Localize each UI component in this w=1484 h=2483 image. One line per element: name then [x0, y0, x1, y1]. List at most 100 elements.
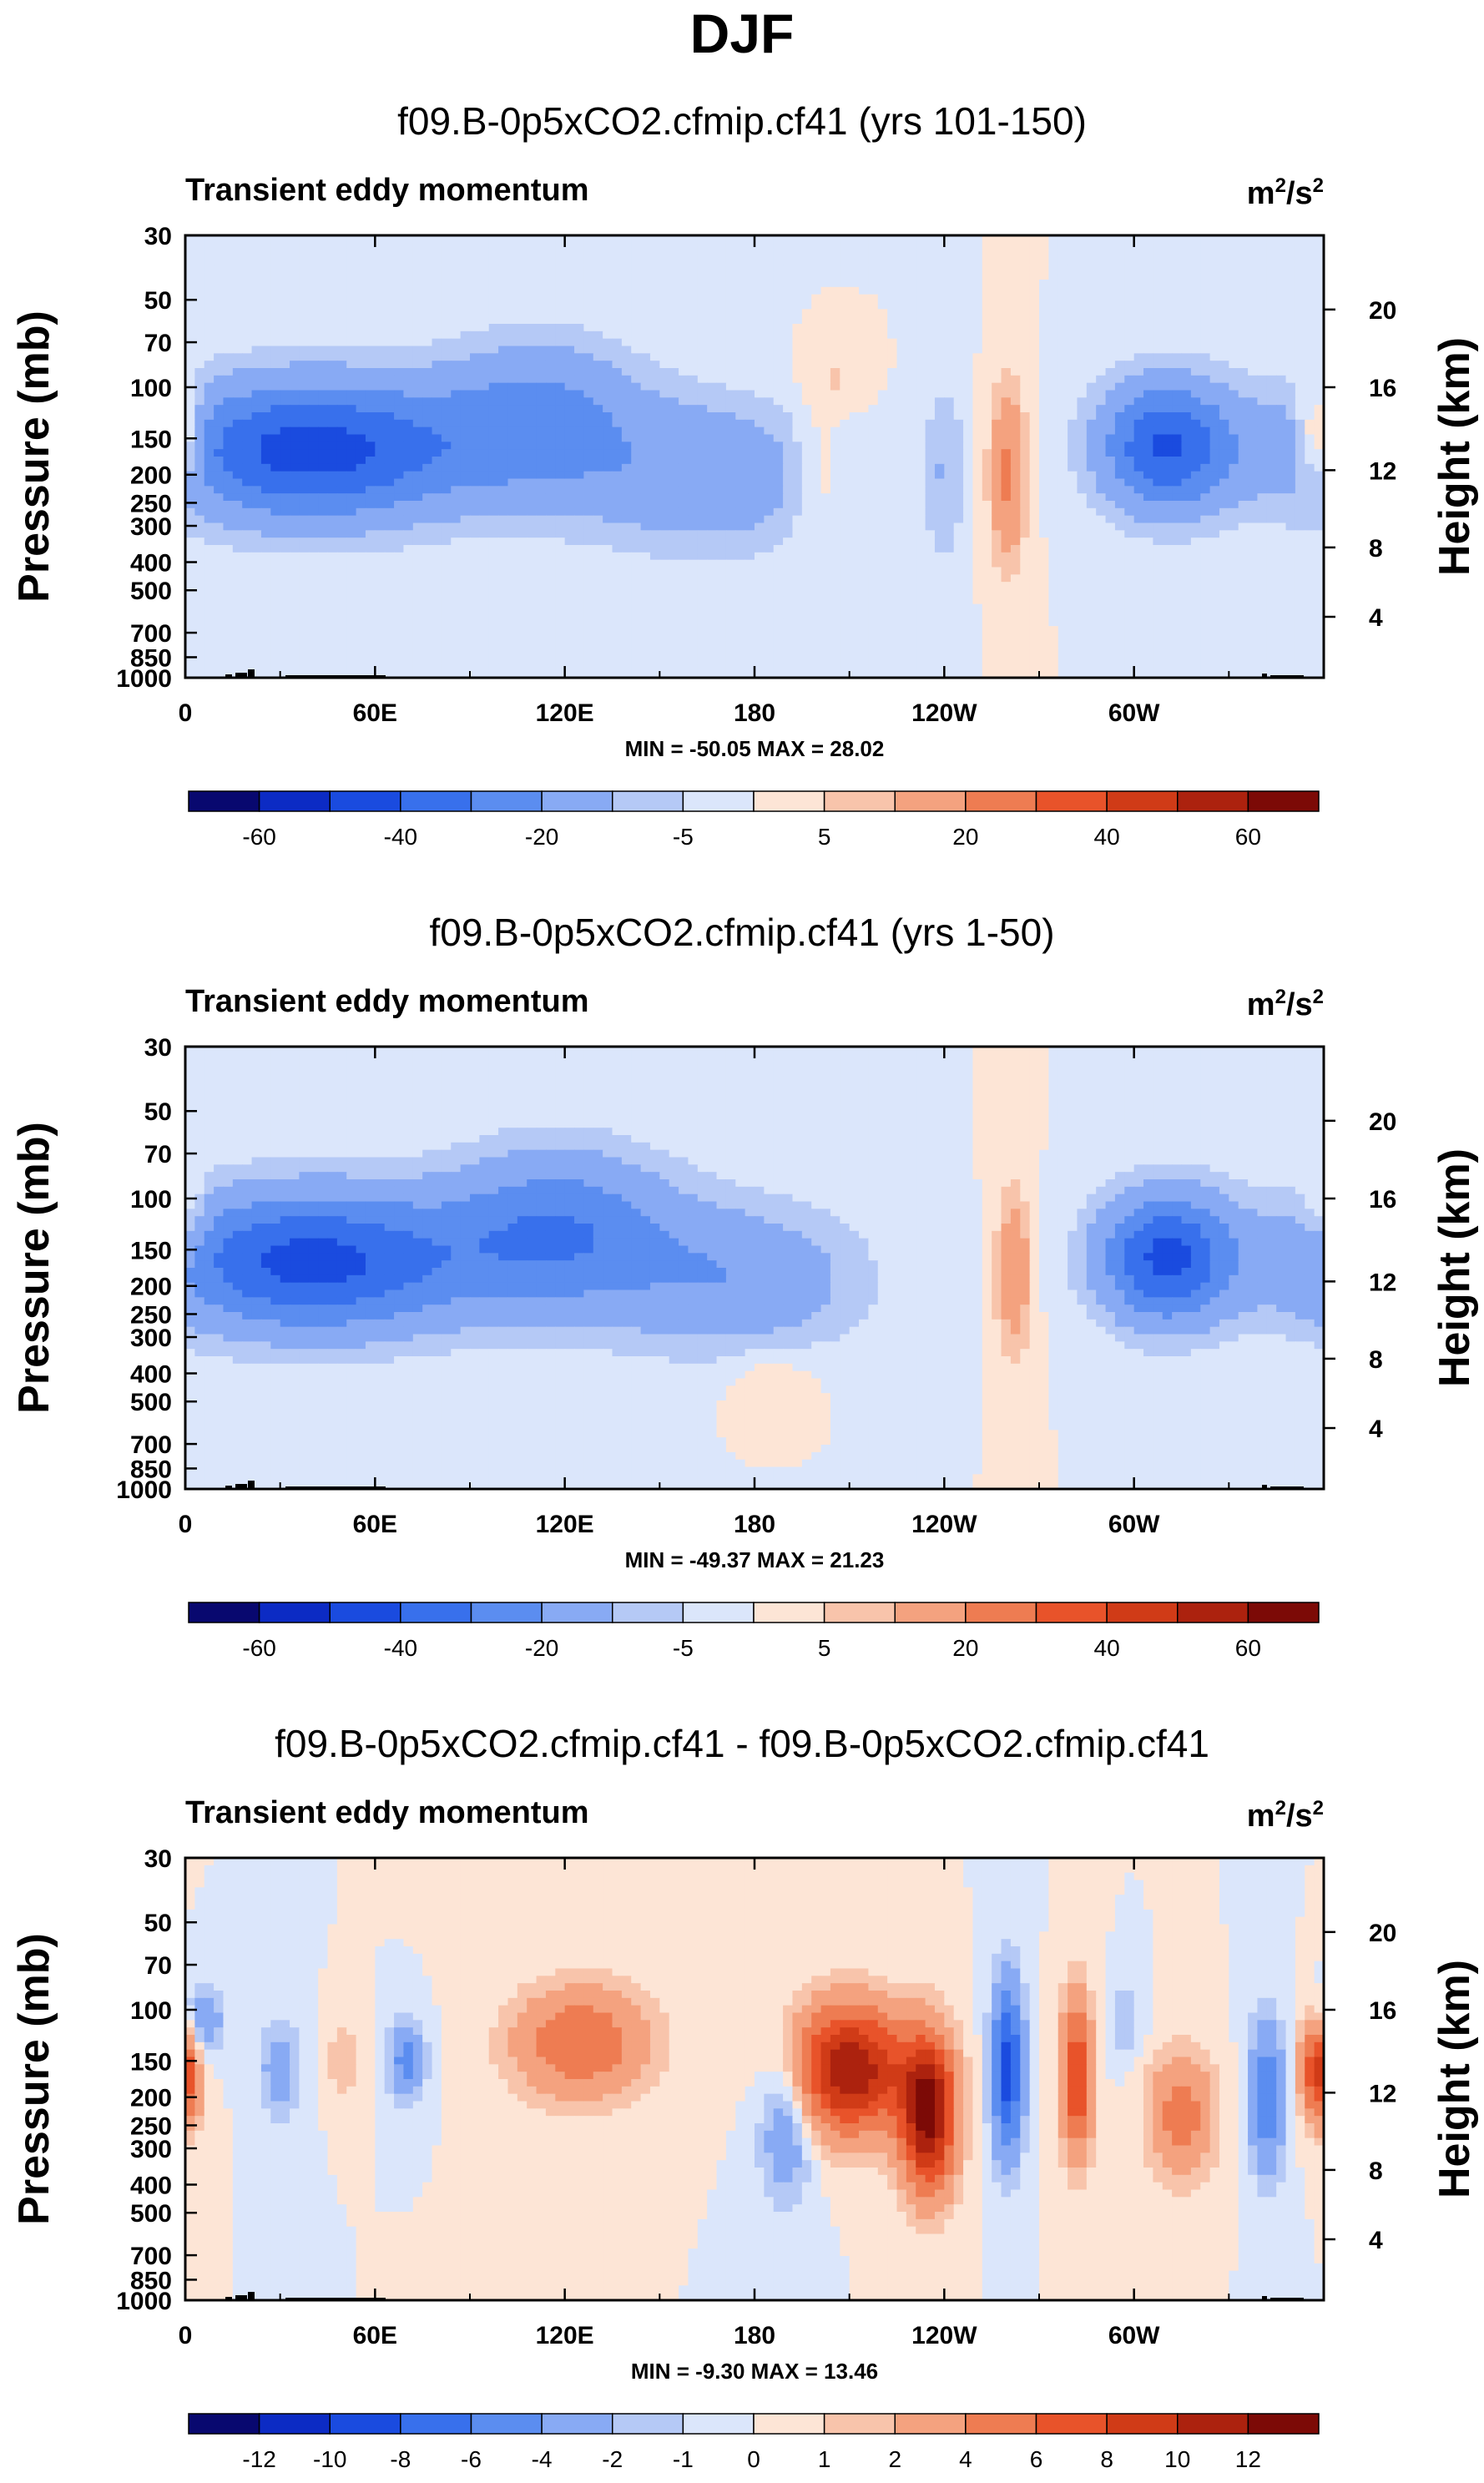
field-cell	[185, 280, 195, 287]
field-cell	[613, 287, 623, 295]
field-cell	[242, 287, 252, 295]
field-cell	[489, 316, 499, 324]
field-cell	[1020, 272, 1030, 280]
field-cell	[356, 295, 366, 302]
field-cell	[641, 295, 651, 302]
field-cell	[537, 272, 547, 280]
field-cell	[1163, 331, 1173, 339]
field-cell	[982, 316, 992, 324]
field-cell	[1305, 280, 1315, 287]
field-cell	[878, 316, 888, 324]
field-cell	[1134, 295, 1144, 302]
field-cell	[1182, 280, 1192, 287]
field-cell	[565, 316, 575, 324]
field-cell	[783, 258, 793, 265]
field-cell	[830, 243, 840, 250]
field-cell	[223, 339, 233, 346]
field-cell	[1257, 302, 1267, 310]
field-cell	[669, 324, 679, 331]
field-cell	[1191, 295, 1201, 302]
field-cell	[583, 309, 593, 316]
field-cell	[1267, 258, 1277, 265]
field-cell	[972, 339, 982, 346]
field-cell	[641, 280, 651, 287]
field-cell	[906, 287, 916, 295]
field-cell	[1124, 302, 1134, 310]
field-cell	[1286, 331, 1296, 339]
field-cell	[451, 324, 461, 331]
field-cell	[1276, 346, 1286, 354]
field-cell	[982, 272, 992, 280]
field-cell	[1143, 324, 1153, 331]
field-cell	[735, 339, 745, 346]
field-cell	[868, 272, 878, 280]
field-cell	[992, 331, 1002, 339]
field-cell	[394, 265, 404, 272]
field-cell	[764, 295, 774, 302]
field-cell	[194, 346, 204, 354]
field-cell	[679, 339, 689, 346]
field-cell	[954, 250, 964, 258]
field-cell	[1163, 272, 1173, 280]
field-cell	[537, 265, 547, 272]
field-cell	[1106, 324, 1116, 331]
field-cell	[707, 287, 717, 295]
field-cell	[954, 287, 964, 295]
field-cell	[328, 346, 338, 354]
field-cell	[1286, 302, 1296, 310]
field-cell	[631, 265, 641, 272]
field-cell	[261, 353, 271, 361]
field-cell	[1239, 243, 1249, 250]
field-cell	[698, 331, 708, 339]
field-cell	[375, 302, 385, 310]
field-cell	[299, 324, 309, 331]
field-cell	[290, 243, 300, 250]
field-cell	[650, 272, 660, 280]
field-cell	[318, 287, 328, 295]
field-cell	[309, 316, 319, 324]
field-cell	[1002, 309, 1012, 316]
field-cell	[897, 265, 907, 272]
field-cell	[698, 243, 708, 250]
field-cell	[726, 316, 736, 324]
field-cell	[982, 250, 992, 258]
field-cell	[887, 309, 897, 316]
field-cell	[603, 280, 613, 287]
field-cell	[1248, 280, 1258, 287]
field-cell	[214, 272, 224, 280]
field-cell	[233, 309, 243, 316]
field-cell	[318, 265, 328, 272]
field-cell	[726, 243, 736, 250]
field-cell	[1058, 243, 1068, 250]
field-cell	[337, 324, 347, 331]
field-cell	[840, 309, 850, 316]
field-cell	[1182, 316, 1192, 324]
field-cell	[1163, 309, 1173, 316]
field-cell	[641, 287, 651, 295]
field-cell	[403, 331, 413, 339]
field-cell	[356, 353, 366, 361]
field-cell	[1011, 309, 1021, 316]
field-cell	[1087, 316, 1097, 324]
field-cell	[498, 353, 508, 361]
field-cell	[451, 287, 461, 295]
field-cell	[1002, 324, 1012, 331]
field-cell	[1229, 309, 1239, 316]
field-cell	[1087, 280, 1097, 287]
field-cell	[1134, 346, 1144, 354]
field-cell	[394, 250, 404, 258]
field-cell	[887, 339, 897, 346]
field-cell	[1048, 280, 1058, 287]
field-cell	[413, 295, 423, 302]
field-cell	[954, 324, 964, 331]
field-cell	[669, 250, 679, 258]
field-cell	[422, 309, 432, 316]
field-cell	[555, 339, 565, 346]
field-cell	[802, 258, 812, 265]
field-cell	[1276, 258, 1286, 265]
field-cell	[574, 309, 584, 316]
field-cell	[963, 265, 973, 272]
field-cell	[717, 258, 727, 265]
field-cell	[479, 243, 489, 250]
field-cell	[840, 243, 850, 250]
